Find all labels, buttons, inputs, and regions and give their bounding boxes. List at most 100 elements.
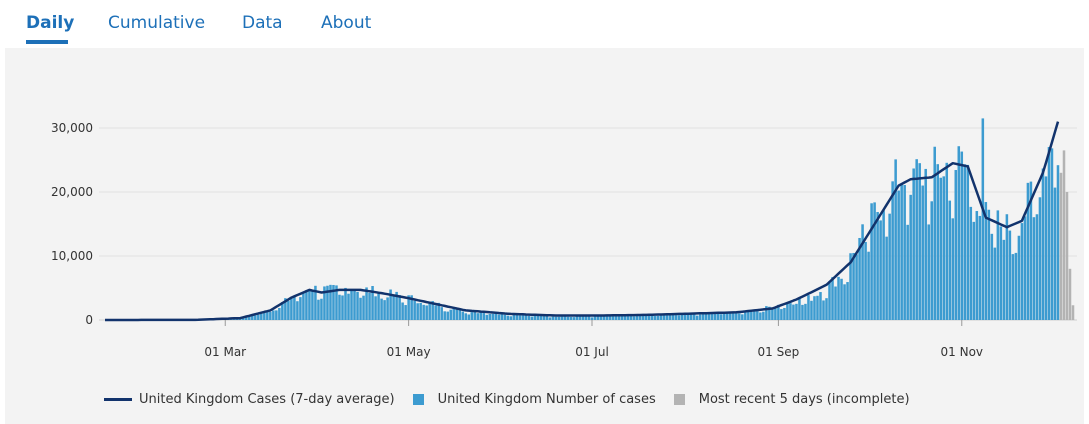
case-bar <box>969 206 973 320</box>
case-bar <box>428 301 431 320</box>
case-bar <box>584 315 588 320</box>
case-bar <box>1005 214 1009 320</box>
case-bar <box>963 164 967 320</box>
case-bar <box>554 316 558 320</box>
case-bar <box>867 251 870 320</box>
tab-cumulative[interactable]: Cumulative <box>108 13 206 33</box>
case-bar <box>440 307 443 320</box>
case-bar <box>714 313 717 320</box>
case-bar <box>704 313 708 320</box>
case-bar <box>350 290 353 320</box>
case-bar <box>431 301 434 320</box>
case-bar <box>254 315 257 320</box>
case-bar <box>891 181 894 320</box>
case-bar <box>900 183 903 320</box>
x-tick-label: 01 May <box>387 345 431 359</box>
case-bar <box>437 302 440 320</box>
case-bar <box>870 203 873 320</box>
case-bar <box>701 313 705 320</box>
case-bar <box>1023 216 1027 320</box>
case-bar <box>996 210 1000 320</box>
case-bar <box>756 311 759 320</box>
case-bar <box>575 316 579 320</box>
case-bar <box>750 311 753 320</box>
case-bar <box>915 159 918 320</box>
case-bar <box>374 296 377 320</box>
case-bar <box>470 312 474 320</box>
case-bar <box>1014 252 1018 320</box>
case-bar <box>596 315 600 320</box>
case-bar <box>281 302 284 320</box>
cases-bar-swatch <box>412 393 424 405</box>
case-bar <box>1011 254 1015 320</box>
legend-item-average[interactable]: United Kingdom Cases (7-day average) <box>104 392 395 407</box>
case-bar <box>506 315 510 320</box>
case-bar <box>930 201 933 320</box>
case-bar <box>855 254 858 320</box>
case-bar <box>311 291 314 320</box>
case-bar <box>641 314 645 320</box>
case-bar <box>590 317 594 320</box>
tab-data[interactable]: Data <box>242 13 283 33</box>
case-bar <box>341 295 344 320</box>
case-bar <box>816 295 819 320</box>
case-bar <box>665 313 669 320</box>
case-bar <box>957 146 961 320</box>
case-bar <box>386 297 389 320</box>
case-bar <box>927 224 930 320</box>
case-bar <box>293 296 296 320</box>
case-bar <box>780 309 783 320</box>
case-bar <box>1002 239 1006 320</box>
case-bar <box>434 305 437 320</box>
case-bar <box>677 315 681 320</box>
case-bar <box>608 315 612 320</box>
legend-item-cases[interactable]: United Kingdom Number of cases <box>412 392 656 407</box>
case-bar <box>356 291 359 320</box>
case-bar <box>269 311 272 320</box>
case-bar <box>503 314 507 320</box>
case-bar <box>882 210 885 320</box>
case-bar <box>686 313 690 320</box>
case-bar <box>662 314 666 320</box>
case-bar <box>362 295 365 320</box>
case-bar <box>524 314 528 320</box>
case-bar <box>629 314 633 320</box>
case-bar <box>1050 148 1054 320</box>
case-bar <box>993 247 997 320</box>
y-tick-label: 10,000 <box>51 249 93 263</box>
case-bar <box>527 315 531 320</box>
case-bar <box>933 146 936 320</box>
case-bar <box>476 313 480 320</box>
case-bar <box>1008 230 1012 320</box>
case-bar <box>846 282 849 320</box>
case-bar <box>299 297 302 320</box>
case-bar <box>320 298 323 320</box>
case-bar <box>738 313 741 320</box>
case-bar <box>656 315 660 320</box>
case-bar <box>650 314 654 320</box>
case-bar <box>831 277 834 320</box>
case-bar <box>545 315 549 320</box>
case-bar <box>695 315 699 320</box>
legend-item-incomplete[interactable]: Most recent 5 days (incomplete) <box>673 392 910 407</box>
case-bar <box>329 284 332 320</box>
case-bar <box>623 315 627 320</box>
case-bar <box>530 316 534 320</box>
case-bar <box>497 314 501 320</box>
case-bar <box>338 294 341 320</box>
case-bar <box>834 286 837 320</box>
case-bar <box>557 316 561 320</box>
case-bar <box>768 306 771 320</box>
case-bar <box>515 314 519 320</box>
case-bar <box>407 295 410 320</box>
case-bar <box>644 315 648 320</box>
case-bar <box>326 285 329 320</box>
case-bar <box>404 305 407 320</box>
legend-label-average: United Kingdom Cases (7-day average) <box>139 391 395 407</box>
case-bar <box>729 313 732 320</box>
tab-about[interactable]: About <box>321 13 372 33</box>
case-bar <box>924 168 927 320</box>
tab-daily[interactable]: Daily <box>26 13 75 33</box>
case-bar <box>762 311 765 320</box>
case-bar <box>482 313 486 320</box>
